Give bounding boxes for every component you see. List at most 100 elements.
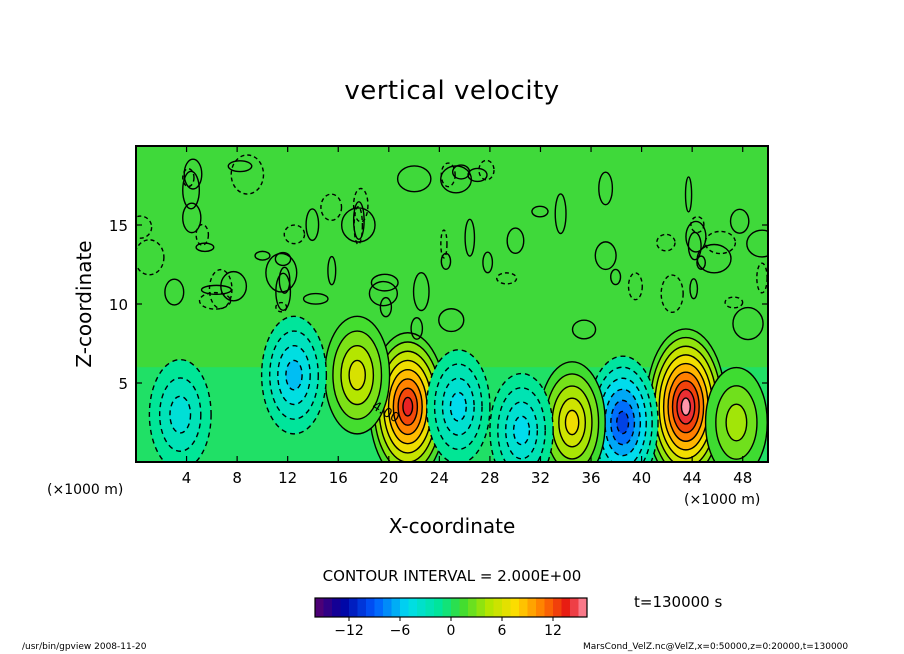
- y-axis-label: Z-coordinate: [72, 240, 96, 368]
- contour-cell: [230, 154, 265, 195]
- contour-cell: [136, 239, 165, 276]
- time-label: t=130000 s: [634, 593, 723, 611]
- contour-cell: [656, 233, 676, 252]
- contour-cell: [440, 162, 456, 188]
- footer-command: /usr/bin/gpview 2008-11-20: [22, 642, 147, 652]
- contour-cell: [464, 218, 476, 257]
- contour-cell: [732, 306, 764, 341]
- y-axis-ticks: 5 10 15: [109, 217, 768, 393]
- contour-cell: [689, 278, 699, 300]
- x-tick-label: 4: [182, 469, 192, 487]
- contour-cell: [412, 272, 430, 312]
- colorbar-cell: [510, 598, 520, 617]
- contour-cell: [594, 241, 617, 271]
- contour-cell: [571, 319, 597, 340]
- contour-ring: [512, 415, 531, 446]
- contour-cell: [183, 158, 203, 190]
- contour-cell: [227, 160, 253, 173]
- x-tick-label: 16: [329, 469, 348, 487]
- contour-cell: [370, 273, 399, 292]
- y-tick-label: 5: [118, 375, 128, 393]
- contour-cell: [482, 251, 494, 274]
- colorbar-cell: [468, 598, 477, 617]
- field-feature: [489, 372, 554, 462]
- x-axis-ticks: 4 8 12 16 20 24 28 32 36 40 44 48: [182, 146, 752, 487]
- contour-cell: [320, 193, 343, 222]
- x-tick-label: 36: [581, 469, 600, 487]
- contour-cell: [182, 202, 202, 234]
- chart-title: vertical velocity: [344, 76, 560, 106]
- x-unit-left: (×1000 m): [47, 482, 124, 498]
- contour-cell: [506, 227, 525, 255]
- colorbar-tick-label: −6: [390, 623, 411, 639]
- colorbar-cell: [323, 598, 333, 617]
- contour-cell: [724, 296, 744, 309]
- contour-cell: [627, 272, 643, 301]
- contour-cell: [182, 170, 201, 210]
- x-tick-label: 44: [683, 469, 702, 487]
- colorbar-cell: [408, 598, 418, 617]
- contour-cell: [684, 176, 693, 213]
- contour-cell: [554, 193, 567, 235]
- contour-cell: [136, 215, 153, 239]
- contour-ring: [616, 410, 630, 435]
- colorbar-tick-label: 12: [544, 623, 562, 639]
- contour-cell: [254, 250, 271, 261]
- colorbar-cell: [493, 598, 503, 617]
- colorbar-cell: [340, 598, 350, 617]
- colorbar: [314, 597, 588, 618]
- colorbar-cell: [315, 598, 324, 617]
- colorbar-cell: [553, 598, 562, 617]
- x-tick-label: 8: [232, 469, 242, 487]
- x-tick-label: 48: [733, 469, 752, 487]
- x-tick-label: 20: [379, 469, 398, 487]
- contour-ring: [564, 409, 580, 436]
- contour-cell: [340, 207, 376, 243]
- colorbar-cell: [332, 598, 341, 617]
- contour-cell: [746, 229, 768, 258]
- colorbar-cell: [451, 598, 460, 617]
- colorbar-cell: [570, 598, 579, 617]
- contour-ring: [680, 397, 691, 417]
- contour-cell: [467, 167, 488, 183]
- contour-cell: [410, 317, 424, 340]
- contour-interval-label: CONTOUR INTERVAL = 2.000E+00: [322, 567, 582, 585]
- colorbar-cell: [400, 598, 409, 617]
- colorbar-cell: [519, 598, 528, 617]
- colorbar-tick-label: 0: [447, 623, 456, 639]
- contour-cell: [598, 171, 614, 206]
- field-feature: [324, 315, 391, 435]
- contour-ring: [285, 359, 303, 391]
- contour-cell: [278, 266, 291, 294]
- colorbar-cell: [527, 598, 537, 617]
- contour-cell: [352, 201, 365, 240]
- colorbar-cell: [383, 598, 392, 617]
- contour-ring: [169, 395, 192, 434]
- contour-cell: [660, 274, 684, 313]
- contour-cell: [182, 168, 195, 188]
- contour-cell: [302, 292, 329, 305]
- contour-cell: [729, 208, 750, 234]
- colorbar-cell: [544, 598, 554, 617]
- contour-cell: [352, 187, 369, 223]
- colorbar-cell: [485, 598, 494, 617]
- contour-cell: [195, 223, 210, 246]
- contour-cell: [496, 272, 518, 285]
- colorbar-cell: [425, 598, 435, 617]
- colorbar-cell: [349, 598, 358, 617]
- contour-cell: [265, 252, 298, 293]
- colorbar-cell: [391, 598, 401, 617]
- contour-cell: [208, 268, 233, 310]
- contour-cell: [164, 278, 185, 306]
- contour-cell: [327, 255, 337, 286]
- contour-cell: [368, 280, 399, 307]
- contour-cell: [305, 208, 320, 242]
- contour-cell: [396, 165, 432, 193]
- contour-lines: 4.00: [136, 154, 768, 426]
- contour-cell: [531, 205, 549, 218]
- contour-ring: [402, 396, 414, 417]
- contour-cell: [440, 229, 448, 259]
- x-axis-label: X-coordinate: [388, 514, 516, 538]
- colorbar-cell: [442, 598, 452, 617]
- velocity-field: [136, 146, 768, 462]
